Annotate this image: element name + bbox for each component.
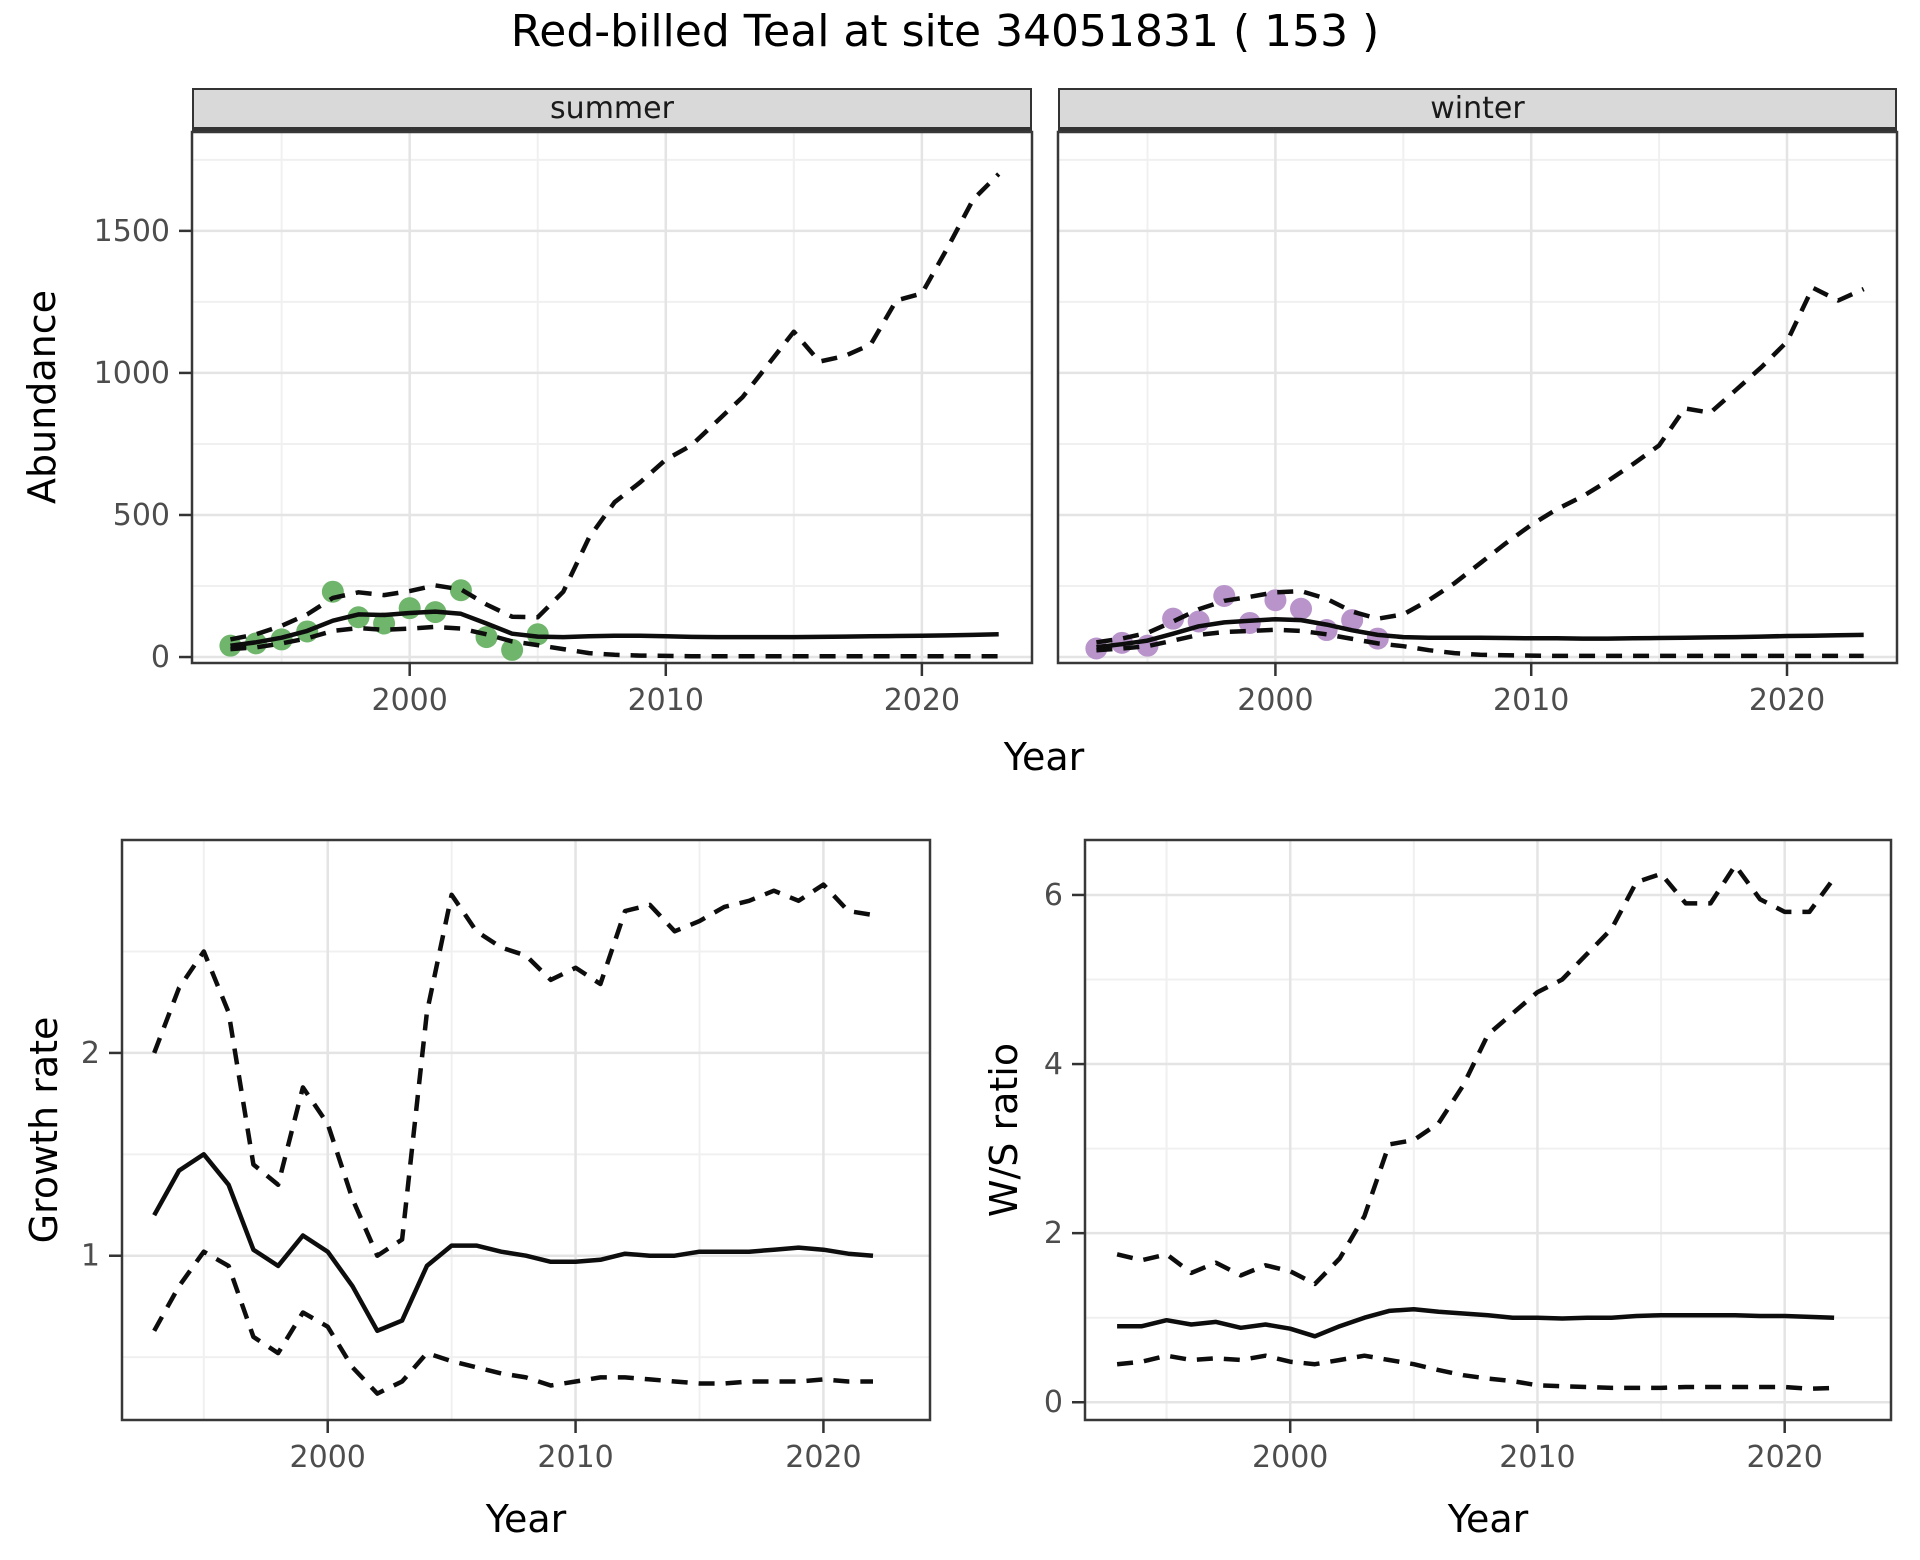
- y-tick-label: 1: [81, 1239, 100, 1274]
- abundance_winter-upper_ci-line: [1096, 285, 1865, 645]
- facet-strip-winter-label: winter: [1430, 91, 1525, 126]
- x-tick-label: 2020: [1747, 1440, 1823, 1475]
- y-tick-label: 0: [151, 640, 170, 675]
- gridlines-ws_ratio: [1085, 840, 1891, 1420]
- data-point: [475, 626, 498, 649]
- y-tick-label: 500: [113, 498, 170, 533]
- data-point: [501, 638, 524, 661]
- abundance_summer-lower_ci-line: [230, 624, 999, 659]
- abundance_summer-fit-line: [230, 609, 999, 648]
- panel-border-growth_rate: [120, 838, 932, 1422]
- data-point: [1162, 607, 1185, 630]
- data-point: [398, 597, 421, 620]
- ws_ratio-fit-line: [1117, 1306, 1835, 1339]
- data-point: [1290, 597, 1313, 620]
- x-tick-label: 2020: [1749, 683, 1825, 718]
- x-tick-label: 2010: [537, 1440, 613, 1475]
- y-tick-label: 2: [81, 1036, 100, 1071]
- axis-abundance_summer: 2000 2010 2020 0 500 1000 1500: [94, 214, 960, 718]
- x-tick-label: 2010: [1493, 683, 1569, 718]
- axis-ws_ratio: 2000 2010 2020 0 2 4 6: [1044, 878, 1823, 1475]
- panel-abundance_summer: 2000 2010 2020 0 500 1000 1500: [94, 130, 1034, 718]
- x-tick-label: 2010: [628, 683, 704, 718]
- x-tick-label: 2020: [785, 1440, 861, 1475]
- x-tick-label: 2010: [1499, 1440, 1575, 1475]
- x-axis-title-bottom-right: Year: [1447, 1497, 1529, 1541]
- gridlines-abundance_winter: [1058, 132, 1897, 663]
- x-tick-label: 2020: [884, 683, 960, 718]
- data-point: [1264, 589, 1287, 612]
- x-tick-label: 2000: [372, 683, 448, 718]
- growth_rate-fit-line: [152, 1152, 874, 1334]
- data-point: [347, 606, 370, 629]
- ws_ratio-upper_ci-line: [1116, 863, 1836, 1287]
- panel-border-ws_ratio: [1083, 838, 1893, 1422]
- y-tick-label: 6: [1044, 878, 1063, 913]
- abundance_winter-fit-line: [1096, 616, 1864, 650]
- panel-border-abundance_summer: [190, 130, 1034, 665]
- page-title: Red-billed Teal at site 34051831 ( 153 ): [510, 6, 1380, 57]
- axis-growth_rate: 2000 2010 2020 1 2: [81, 1036, 862, 1475]
- facet-strip-winter: winter: [1058, 88, 1897, 132]
- x-tick-label: 2000: [1237, 683, 1313, 718]
- gridlines-abundance_summer: [192, 132, 1032, 663]
- x-tick-label: 2000: [1252, 1440, 1328, 1475]
- y-tick-label: 2: [1044, 1216, 1063, 1251]
- data-point: [1213, 584, 1236, 607]
- growth_rate-lower_ci-line: [152, 1249, 873, 1396]
- y-tick-label: 4: [1044, 1047, 1063, 1082]
- y-tick-label: 1000: [94, 356, 170, 391]
- data-point: [526, 623, 549, 646]
- data-point: [1366, 627, 1389, 650]
- panel-abundance_winter: 2000 2010 2020: [1056, 130, 1899, 718]
- growth_rate-upper_ci-line: [152, 882, 874, 1258]
- data-point: [449, 579, 472, 602]
- x-axis-title-top: Year: [1003, 735, 1085, 779]
- panel-ws_ratio: 2000 2010 2020 0 2 4 6: [1044, 838, 1893, 1475]
- y-tick-label: 0: [1044, 1385, 1063, 1420]
- y-tick-label: 1500: [94, 214, 170, 249]
- x-axis-title-bottom-left: Year: [485, 1497, 567, 1541]
- panel-border-abundance_winter: [1056, 130, 1899, 665]
- abundance_winter-lower_ci-line: [1096, 627, 1864, 659]
- abundance_summer-upper_ci-line: [229, 172, 1001, 642]
- facet-strip-summer: summer: [192, 88, 1032, 132]
- panel-growth_rate: 2000 2010 2020 1 2: [81, 838, 932, 1475]
- axis-abundance_winter: 2000 2010 2020: [1237, 663, 1825, 718]
- facet-strip-summer-label: summer: [550, 91, 674, 126]
- ws_ratio-lower_ci-line: [1116, 1353, 1835, 1391]
- x-tick-label: 2000: [290, 1440, 366, 1475]
